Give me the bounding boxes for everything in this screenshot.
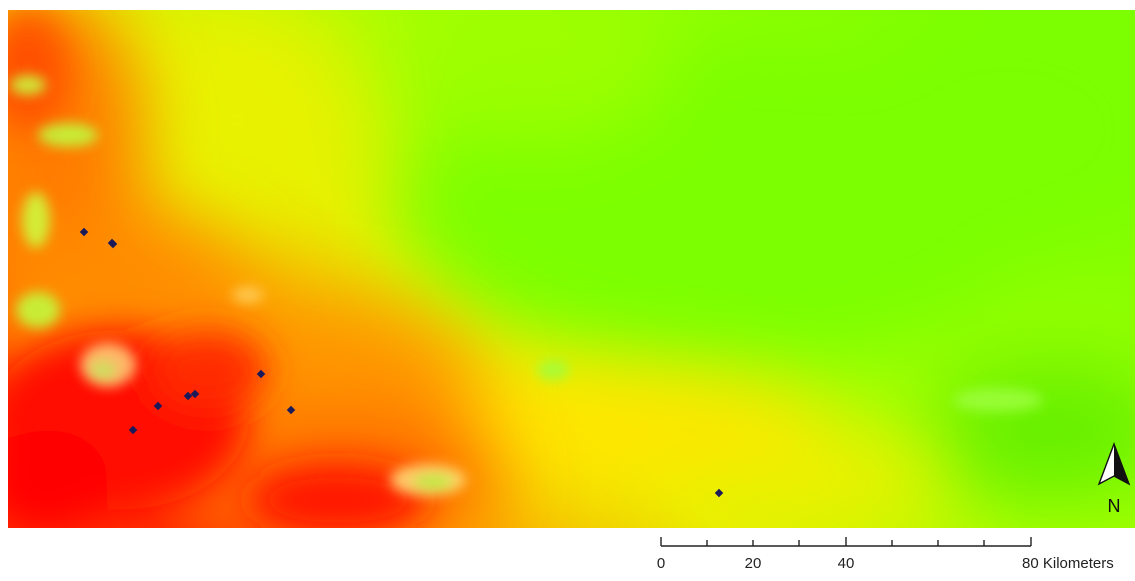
scale-label-20: 20 xyxy=(745,555,762,572)
north-arrow: N xyxy=(1094,440,1134,520)
scale-label-80-kilometers: 80 Kilometers xyxy=(1022,555,1114,572)
sample-point-marker[interactable] xyxy=(256,369,266,379)
sample-point-marker[interactable] xyxy=(153,401,163,411)
sample-point-marker[interactable] xyxy=(714,488,724,498)
scale-label-0: 0 xyxy=(657,555,665,572)
sample-point-marker[interactable] xyxy=(128,425,138,435)
sample-point-marker[interactable] xyxy=(79,227,89,237)
scale-label-40: 40 xyxy=(838,555,855,572)
sample-point-marker[interactable] xyxy=(190,389,200,399)
scale-bar: 0 20 40 80 Kilometers xyxy=(650,530,1135,576)
north-arrow-icon xyxy=(1097,442,1131,486)
north-label: N xyxy=(1108,496,1121,516)
sample-point-marker[interactable] xyxy=(183,391,193,401)
sample-point-marker[interactable] xyxy=(108,239,118,249)
sample-point-marker[interactable] xyxy=(286,405,296,415)
elevation-map[interactable] xyxy=(8,10,1135,528)
